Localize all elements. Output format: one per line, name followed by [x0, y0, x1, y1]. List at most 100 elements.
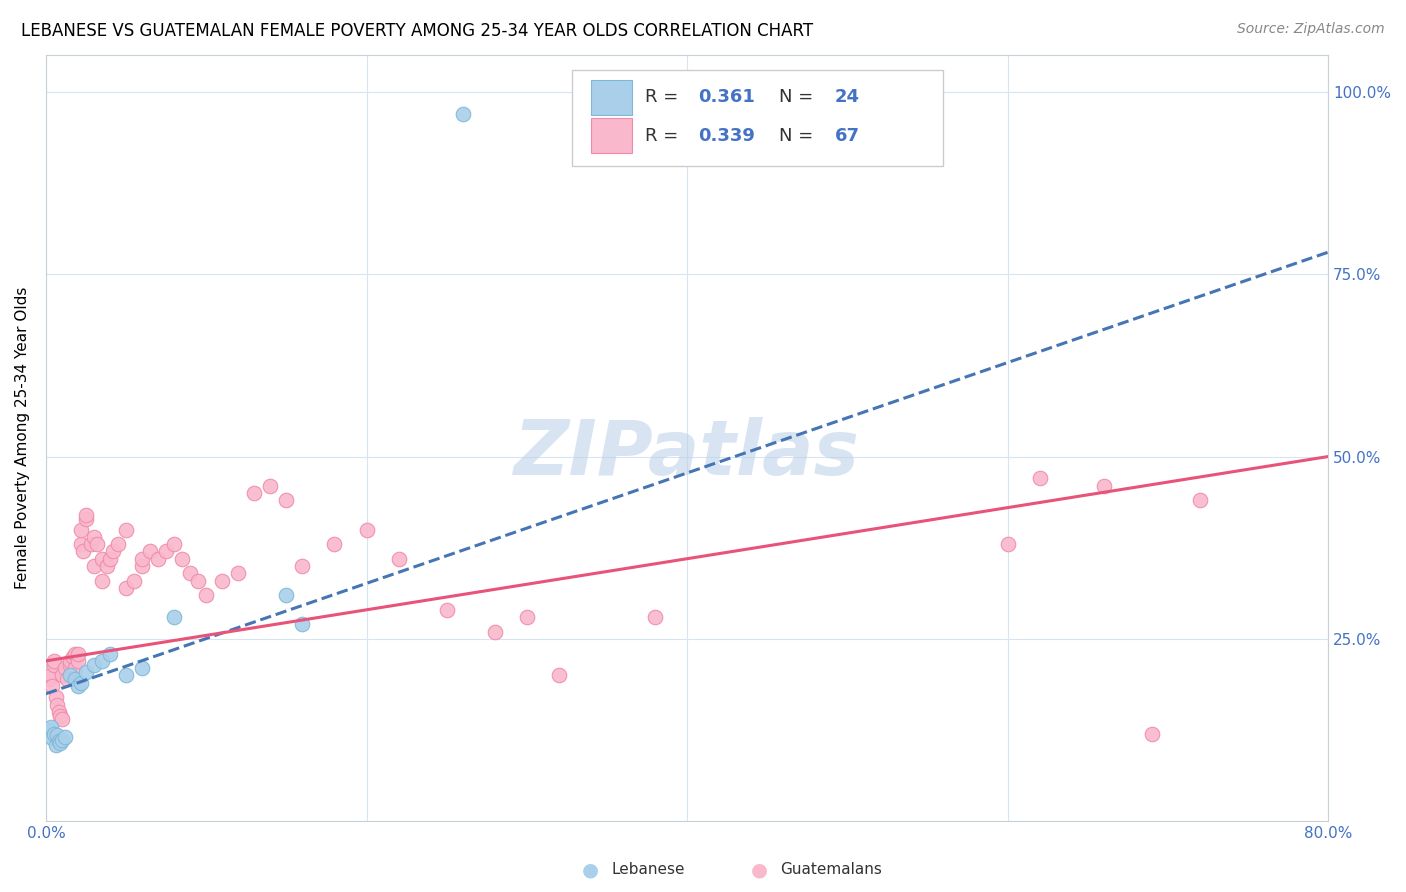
Point [45, 690, 67, 705]
Point [98, 551, 121, 566]
Point [131, 559, 153, 574]
Point [91, 654, 114, 668]
Point [86, 537, 108, 551]
Point [387, 551, 409, 566]
Point [91, 551, 114, 566]
Text: ZIPatlas: ZIPatlas [515, 417, 860, 491]
Point [38, 672, 60, 686]
Point [51, 732, 73, 747]
Point [66, 654, 89, 668]
Point [172, 551, 194, 566]
Point [83, 530, 105, 544]
Point [48, 734, 70, 748]
Point [41, 731, 63, 745]
Point [644, 610, 666, 624]
Point [131, 661, 153, 675]
Point [226, 566, 249, 581]
Point [45, 738, 67, 752]
Text: 0.339: 0.339 [699, 127, 755, 145]
Point [997, 537, 1019, 551]
Point [1092, 479, 1115, 493]
Text: LEBANESE VS GUATEMALAN FEMALE POVERTY AMONG 25-34 YEAR OLDS CORRELATION CHART: LEBANESE VS GUATEMALAN FEMALE POVERTY AM… [21, 22, 813, 40]
Text: 0.361: 0.361 [699, 88, 755, 106]
Point [72, 544, 94, 558]
Point [66, 647, 89, 661]
Point [66, 680, 89, 694]
Point [42, 727, 65, 741]
Text: Source: ZipAtlas.com: Source: ZipAtlas.com [1237, 22, 1385, 37]
Point [38, 723, 60, 738]
Text: R =: R = [645, 127, 683, 145]
Point [39, 720, 62, 734]
Text: ●: ● [582, 860, 599, 880]
Point [41, 680, 63, 694]
Point [276, 493, 298, 508]
Point [451, 106, 474, 120]
Point [46, 728, 69, 742]
Point [211, 574, 233, 588]
Point [259, 479, 281, 493]
Text: N =: N = [779, 88, 820, 106]
Point [63, 647, 86, 661]
Point [42, 657, 65, 672]
Point [49, 736, 72, 750]
Point [53, 661, 76, 675]
Point [103, 544, 125, 558]
Point [83, 657, 105, 672]
Point [63, 672, 86, 686]
Y-axis label: Female Poverty Among 25-34 Year Olds: Female Poverty Among 25-34 Year Olds [15, 287, 30, 590]
Point [56, 672, 79, 686]
Point [75, 508, 97, 522]
Point [98, 647, 121, 661]
Point [115, 581, 138, 595]
Text: N =: N = [779, 127, 820, 145]
Point [131, 551, 153, 566]
Text: 67: 67 [835, 127, 859, 145]
Point [276, 588, 298, 602]
Point [48, 705, 70, 719]
Point [59, 657, 82, 672]
Point [80, 537, 103, 551]
Point [59, 654, 82, 668]
Point [516, 610, 538, 624]
Point [75, 665, 97, 679]
Point [115, 523, 138, 537]
Point [62, 650, 84, 665]
Point [122, 574, 145, 588]
Point [70, 537, 93, 551]
Text: Guatemalans: Guatemalans [780, 863, 882, 877]
FancyBboxPatch shape [572, 70, 943, 166]
Point [291, 617, 314, 632]
Point [51, 712, 73, 726]
FancyBboxPatch shape [591, 118, 631, 153]
Point [39, 668, 62, 682]
Point [51, 668, 73, 682]
Point [70, 523, 93, 537]
Point [75, 511, 97, 525]
Point [484, 624, 506, 639]
Point [323, 537, 346, 551]
Point [163, 537, 186, 551]
Text: ●: ● [751, 860, 768, 880]
Point [63, 661, 86, 675]
Point [179, 566, 201, 581]
Point [91, 574, 114, 588]
Point [107, 537, 129, 551]
Point [53, 730, 76, 744]
Text: 24: 24 [835, 88, 859, 106]
Point [1188, 493, 1211, 508]
Point [291, 559, 314, 574]
Point [49, 708, 72, 723]
Point [46, 698, 69, 712]
Point [547, 668, 569, 682]
FancyBboxPatch shape [591, 79, 631, 115]
Point [59, 668, 82, 682]
Point [1028, 471, 1050, 485]
Point [436, 603, 458, 617]
Point [356, 523, 378, 537]
Point [163, 610, 186, 624]
Point [83, 559, 105, 574]
Point [195, 588, 218, 602]
Point [139, 544, 162, 558]
Text: R =: R = [645, 88, 683, 106]
